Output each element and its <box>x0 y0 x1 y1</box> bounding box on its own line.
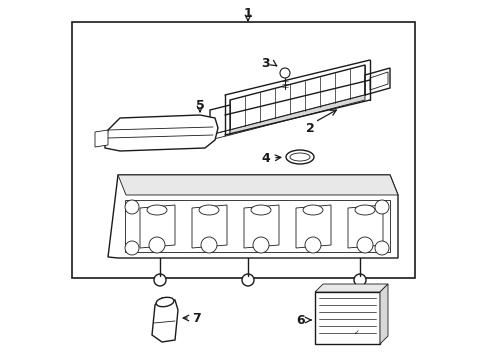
Bar <box>72 22 415 278</box>
Polygon shape <box>380 284 388 344</box>
Ellipse shape <box>303 205 323 215</box>
Polygon shape <box>230 95 365 135</box>
Ellipse shape <box>156 297 174 307</box>
Circle shape <box>125 241 139 255</box>
Circle shape <box>357 237 373 253</box>
Circle shape <box>154 274 166 286</box>
Ellipse shape <box>290 153 310 161</box>
Polygon shape <box>348 205 383 248</box>
Circle shape <box>280 68 290 78</box>
Ellipse shape <box>251 205 271 215</box>
Text: 4: 4 <box>261 152 270 165</box>
Bar <box>125 200 390 252</box>
Ellipse shape <box>355 205 375 215</box>
Circle shape <box>201 237 217 253</box>
Polygon shape <box>296 205 331 248</box>
Circle shape <box>354 274 366 286</box>
Text: 2: 2 <box>306 122 315 135</box>
Text: 1: 1 <box>244 6 252 19</box>
Circle shape <box>305 237 321 253</box>
Polygon shape <box>95 130 108 147</box>
Polygon shape <box>365 68 390 95</box>
Polygon shape <box>210 130 230 140</box>
Polygon shape <box>140 205 175 248</box>
Circle shape <box>242 274 254 286</box>
Ellipse shape <box>286 150 314 164</box>
Text: ✓: ✓ <box>354 329 360 336</box>
Circle shape <box>149 237 165 253</box>
Text: 3: 3 <box>261 57 270 69</box>
Circle shape <box>375 200 389 214</box>
Polygon shape <box>152 298 178 342</box>
Bar <box>315 292 380 344</box>
Polygon shape <box>118 175 398 195</box>
Circle shape <box>375 241 389 255</box>
Ellipse shape <box>199 205 219 215</box>
Text: 6: 6 <box>296 314 305 327</box>
Text: 5: 5 <box>196 99 204 112</box>
Text: 7: 7 <box>192 311 201 324</box>
Polygon shape <box>230 65 365 130</box>
Polygon shape <box>108 175 398 258</box>
Circle shape <box>125 200 139 214</box>
Circle shape <box>253 237 269 253</box>
Ellipse shape <box>147 205 167 215</box>
Polygon shape <box>105 115 218 151</box>
Polygon shape <box>210 105 230 135</box>
Polygon shape <box>244 205 279 248</box>
Polygon shape <box>192 205 227 248</box>
Polygon shape <box>315 284 388 292</box>
Polygon shape <box>370 72 388 90</box>
